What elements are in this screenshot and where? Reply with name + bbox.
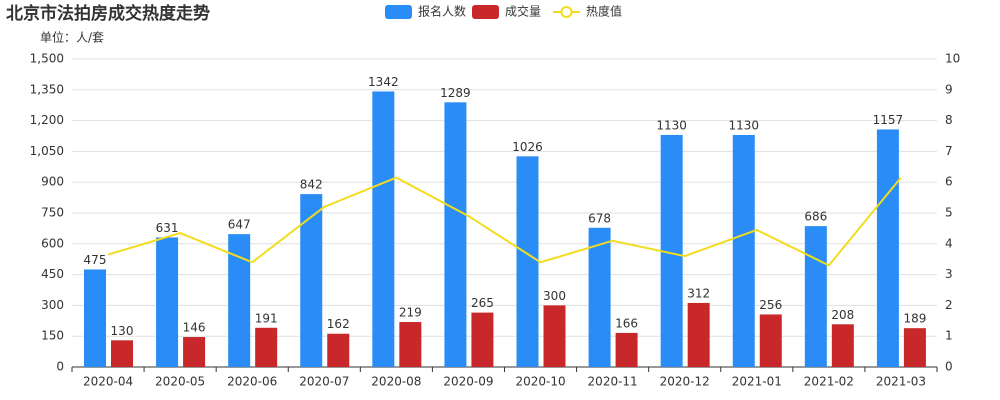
data-label: 631 — [156, 221, 179, 235]
bar — [759, 314, 782, 367]
y2-tick-label: 9 — [945, 82, 953, 96]
bar — [903, 328, 926, 367]
bar — [660, 134, 683, 367]
data-label: 1289 — [440, 86, 471, 100]
x-tick-label: 2020-04 — [83, 375, 133, 389]
bar — [804, 226, 827, 367]
x-tick-label: 2020-06 — [227, 375, 277, 389]
bar — [588, 227, 611, 367]
data-label: 1130 — [656, 118, 687, 132]
data-label: 1157 — [873, 113, 904, 127]
legend-swatch — [472, 5, 499, 19]
data-label: 191 — [255, 311, 278, 325]
data-label: 678 — [588, 211, 611, 225]
x-tick-label: 2020-10 — [515, 375, 565, 389]
data-label: 256 — [759, 298, 782, 312]
bar — [831, 324, 854, 367]
bar — [300, 194, 323, 367]
y2-tick-label: 5 — [945, 206, 953, 220]
bar — [687, 302, 710, 367]
x-tick-label: 2021-02 — [804, 375, 854, 389]
line — [107, 176, 902, 267]
bar — [615, 332, 638, 367]
y-tick-label: 1,050 — [30, 144, 64, 158]
bar — [372, 91, 395, 368]
chart-subtitle: 单位：人/套 — [40, 30, 104, 45]
bar — [228, 234, 251, 367]
y2-tick-label: 7 — [945, 144, 953, 158]
bar — [84, 269, 106, 367]
y2-tick-label: 2 — [945, 298, 953, 312]
bar — [255, 327, 278, 367]
y-tick-label: 750 — [41, 206, 64, 220]
data-label: 166 — [615, 316, 638, 330]
x-tick-label: 2020-12 — [660, 375, 710, 389]
x-tick-label: 2020-09 — [443, 375, 493, 389]
data-label: 162 — [327, 317, 350, 331]
legend-marker — [560, 6, 573, 18]
y-tick-label: 150 — [41, 329, 64, 343]
y2-tick-label: 0 — [945, 360, 953, 374]
data-label: 1342 — [368, 75, 399, 89]
data-label: 1026 — [512, 140, 543, 154]
data-label: 475 — [84, 253, 107, 267]
data-label: 208 — [831, 308, 854, 322]
y-tick-label: 600 — [41, 236, 64, 250]
bar — [327, 333, 350, 367]
x-tick-label: 2020-07 — [299, 375, 349, 389]
data-label: 300 — [543, 289, 566, 303]
y2-tick-label: 8 — [945, 113, 953, 127]
x-tick-label: 2020-11 — [588, 375, 638, 389]
x-tick-label: 2020-05 — [155, 375, 205, 389]
legend-label: 成交量 — [505, 4, 541, 19]
y2-tick-label: 1 — [945, 329, 953, 343]
data-label: 1130 — [728, 118, 759, 132]
y2-tick-label: 3 — [945, 267, 953, 281]
bar — [399, 322, 422, 367]
data-label: 265 — [471, 296, 494, 310]
bar — [732, 134, 755, 367]
y2-tick-label: 10 — [945, 52, 960, 66]
x-tick-label: 2021-01 — [732, 375, 782, 389]
chart-title: 北京市法拍房成交热度走势 — [6, 3, 210, 24]
bar — [183, 337, 206, 367]
data-label: 312 — [687, 286, 710, 300]
y2-tick-label: 4 — [945, 236, 953, 250]
y-tick-label: 1,350 — [30, 82, 64, 96]
bar — [156, 237, 179, 367]
data-label: 146 — [183, 321, 206, 335]
bar — [516, 156, 539, 367]
legend-label: 热度值 — [586, 4, 622, 19]
legend-label: 报名人数 — [418, 4, 466, 19]
bar — [111, 340, 133, 367]
y-tick-label: 1,200 — [30, 113, 64, 127]
data-label: 219 — [399, 306, 422, 320]
y-tick-label: 900 — [41, 175, 64, 189]
x-tick-label: 2021-03 — [876, 375, 926, 389]
x-tick-label: 2020-08 — [371, 375, 421, 389]
bar — [876, 129, 899, 367]
y-tick-label: 300 — [41, 298, 64, 312]
y-tick-label: 1,500 — [30, 52, 64, 66]
legend-swatch — [385, 5, 412, 19]
data-label: 686 — [804, 210, 827, 224]
y-tick-label: 450 — [41, 267, 64, 281]
bar — [543, 305, 566, 367]
bar — [471, 312, 494, 367]
data-label: 189 — [903, 312, 926, 326]
data-label: 647 — [228, 218, 251, 232]
data-label: 842 — [300, 178, 323, 192]
data-label: 130 — [111, 324, 134, 338]
y-tick-label: 0 — [56, 360, 64, 374]
y2-tick-label: 6 — [945, 175, 953, 189]
bar — [444, 102, 467, 368]
